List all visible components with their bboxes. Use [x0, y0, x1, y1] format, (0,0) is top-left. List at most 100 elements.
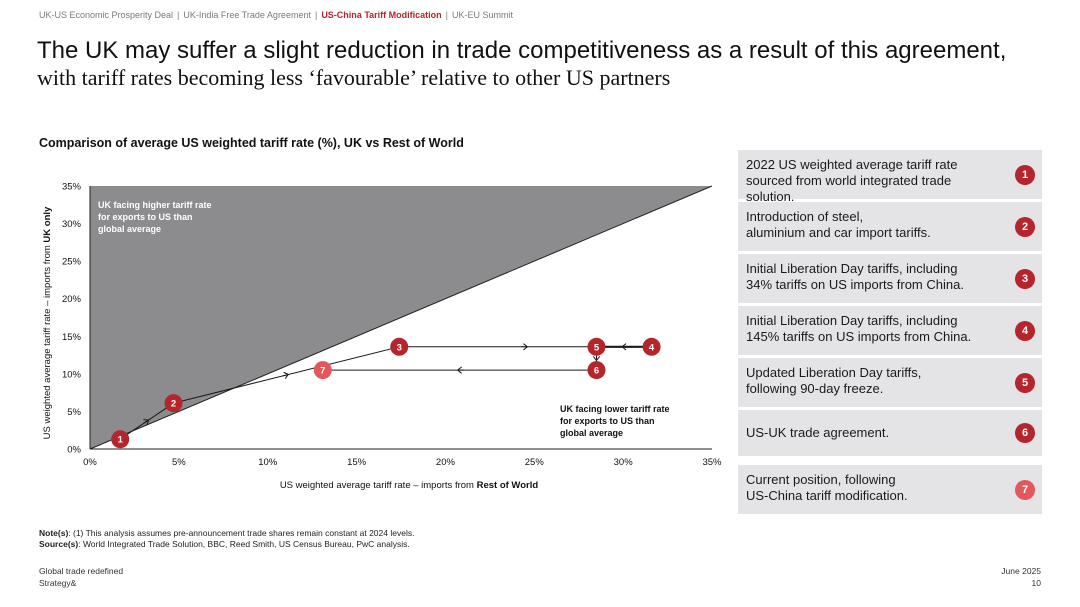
footer-right: June 2025 10 [1001, 565, 1041, 589]
data-point-4: 4 [642, 337, 661, 356]
legend-item-text: Current position, following [746, 472, 896, 487]
region-label-upper: UK facing higher tariff rate for exports… [98, 200, 214, 234]
breadcrumb-separator: | [314, 10, 318, 20]
y-tick-label: 20% [62, 294, 82, 305]
legend-item-text: Introduction of steel, [746, 209, 864, 224]
region-label-lower-line: UK facing lower tariff rate [560, 404, 670, 414]
footer-report-name: Global trade redefined [39, 566, 124, 576]
data-point-label: 5 [594, 342, 600, 353]
path-arrow [282, 371, 290, 379]
data-point-label: 7 [320, 366, 325, 377]
x-tick-label: 15% [347, 457, 367, 468]
x-tick-label: 20% [436, 457, 456, 468]
data-point-label: 6 [594, 366, 599, 377]
legend-marker-4: 4 [1015, 320, 1035, 341]
data-point-3: 3 [390, 337, 409, 356]
breadcrumb-item-uk-india[interactable]: UK-India Free Trade Agreement [183, 10, 311, 20]
x-tick-label: 35% [702, 457, 722, 468]
page-number: 10 [1031, 578, 1041, 588]
legend-item-3: Initial Liberation Day tariffs, includin… [738, 254, 1042, 303]
footer-left: Global trade redefined Strategy& [39, 565, 123, 589]
region-label-lower-line: global average [560, 428, 623, 438]
data-point-label: 2 [171, 399, 176, 410]
data-point-5: 5 [587, 337, 606, 356]
data-point-marker [111, 430, 130, 449]
y-axis-label: US weighted average tariff rate – import… [42, 206, 53, 439]
legend-item-4: Initial Liberation Day tariffs, includin… [738, 306, 1042, 355]
legend-item-text: 34% tariffs on US imports from China. [746, 277, 964, 292]
legend-item-1: 2022 US weighted average tariff rate sou… [738, 150, 1042, 204]
legend-item-6: US-UK trade agreement. 6 [738, 410, 1042, 456]
legend-item-text: Updated Liberation Day tariffs, [746, 365, 922, 380]
legend-item-text: following 90-day freeze. [746, 381, 884, 396]
x-tick-label: 5% [172, 457, 186, 468]
chart-title: Comparison of average US weighted tariff… [39, 136, 464, 150]
legend-marker-6: 6 [1015, 423, 1035, 443]
x-tick-label: 30% [614, 457, 634, 468]
source-label: Source(s) [39, 539, 79, 549]
legend-marker-2: 2 [1015, 216, 1035, 237]
data-point-label: 1 [118, 435, 124, 446]
data-point-6: 6 [587, 361, 606, 380]
breadcrumb-separator: | [445, 10, 448, 20]
page-title-line1: The UK may suffer a slight reduction in … [37, 37, 1007, 64]
legend-item-5: Updated Liberation Day tariffs, followin… [738, 358, 1042, 407]
y-tick-label: 5% [67, 407, 81, 418]
region-label-upper-line: global average [98, 224, 161, 234]
data-point-label: 4 [649, 342, 655, 353]
breadcrumb: UK-US Economic Prosperity Deal | UK-India … [39, 10, 513, 20]
y-tick-label: 15% [62, 332, 82, 343]
legend-item-text: 2022 US weighted average tariff rate [746, 157, 958, 172]
note-line: Note(s): (1) This analysis assumes pre-a… [39, 528, 414, 539]
data-point-1: 1 [111, 430, 130, 449]
legend-item-2: Introduction of steel, aluminium and car… [738, 202, 1042, 251]
region-label-upper-line: UK facing higher tariff rate [98, 200, 212, 210]
x-axis-label-prefix: US weighted average tariff rate – import… [280, 480, 477, 491]
tariff-scatter-chart: 0% 5% 10% 15% 20% 25% 30% 35% 0% 5% 10% 15% 20% 25% 30… [42, 182, 722, 492]
legend-item-text: US-China tariff modification. [746, 488, 908, 503]
source-text: : World Integrated Trade Solution, BBC, … [78, 539, 410, 549]
x-tick-label: 0% [83, 457, 97, 468]
note-label: Note(s) [39, 528, 69, 538]
data-point-marker [313, 361, 332, 380]
legend-item-text: US-UK trade agreement. [746, 425, 890, 440]
x-axis-label: US weighted average tariff rate – import… [280, 480, 539, 491]
legend-marker-3: 3 [1015, 268, 1035, 289]
legend-item-text: Initial Liberation Day tariffs, includin… [746, 313, 958, 328]
breadcrumb-item-uk-eu[interactable]: UK-EU Summit [451, 10, 513, 20]
region-label-lower-line: for exports to US than [560, 416, 655, 426]
y-tick-label: 10% [62, 369, 82, 380]
y-tick-label: 35% [62, 182, 82, 193]
x-tick-label: 25% [525, 457, 545, 468]
breadcrumb-item-uk-us[interactable]: UK-US Economic Prosperity Deal [39, 10, 174, 20]
x-axis-label-bold: Rest of World [477, 480, 539, 491]
data-point-marker [390, 337, 409, 356]
y-tick-label: 0% [67, 445, 81, 456]
region-label-upper-line: for exports to US than [98, 212, 193, 222]
legend-item-text: aluminium and car import tariffs. [746, 225, 931, 240]
legend: 2022 US weighted average tariff rate sou… [738, 150, 1042, 517]
y-tick-label: 30% [62, 219, 82, 230]
legend-item-text: sourced from world integrated trade solu… [746, 173, 952, 204]
y-axis-label-prefix: US weighted average tariff rate – import… [42, 243, 53, 440]
data-point-marker [164, 394, 183, 413]
data-point-marker [587, 337, 606, 356]
legend-marker-7: 7 [1015, 479, 1035, 500]
region-label-lower: UK facing lower tariff rate for exports … [560, 404, 672, 438]
footer-brand: Strategy& [39, 578, 77, 588]
parity-diagonal-line [89, 185, 713, 450]
breadcrumb-item-us-china[interactable]: US-China Tariff Modification [321, 10, 442, 20]
data-point-marker [642, 337, 661, 356]
data-point-label: 3 [397, 342, 402, 353]
note-text: : (1) This analysis assumes pre-announce… [68, 528, 415, 538]
legend-marker-1: 1 [1015, 164, 1035, 185]
legend-item-text: 145% tariffs on US imports from China. [746, 329, 972, 344]
page-title: The UK may suffer a slight reduction in … [37, 37, 1047, 91]
path-arrow [143, 419, 150, 426]
x-tick-label: 10% [258, 457, 278, 468]
y-tick-label: 25% [62, 257, 82, 268]
data-point-marker [587, 361, 606, 380]
legend-marker-5: 5 [1015, 372, 1035, 393]
legend-item-text: Initial Liberation Day tariffs, includin… [746, 261, 958, 276]
legend-item-7: Current position, following US-China tar… [738, 465, 1042, 514]
